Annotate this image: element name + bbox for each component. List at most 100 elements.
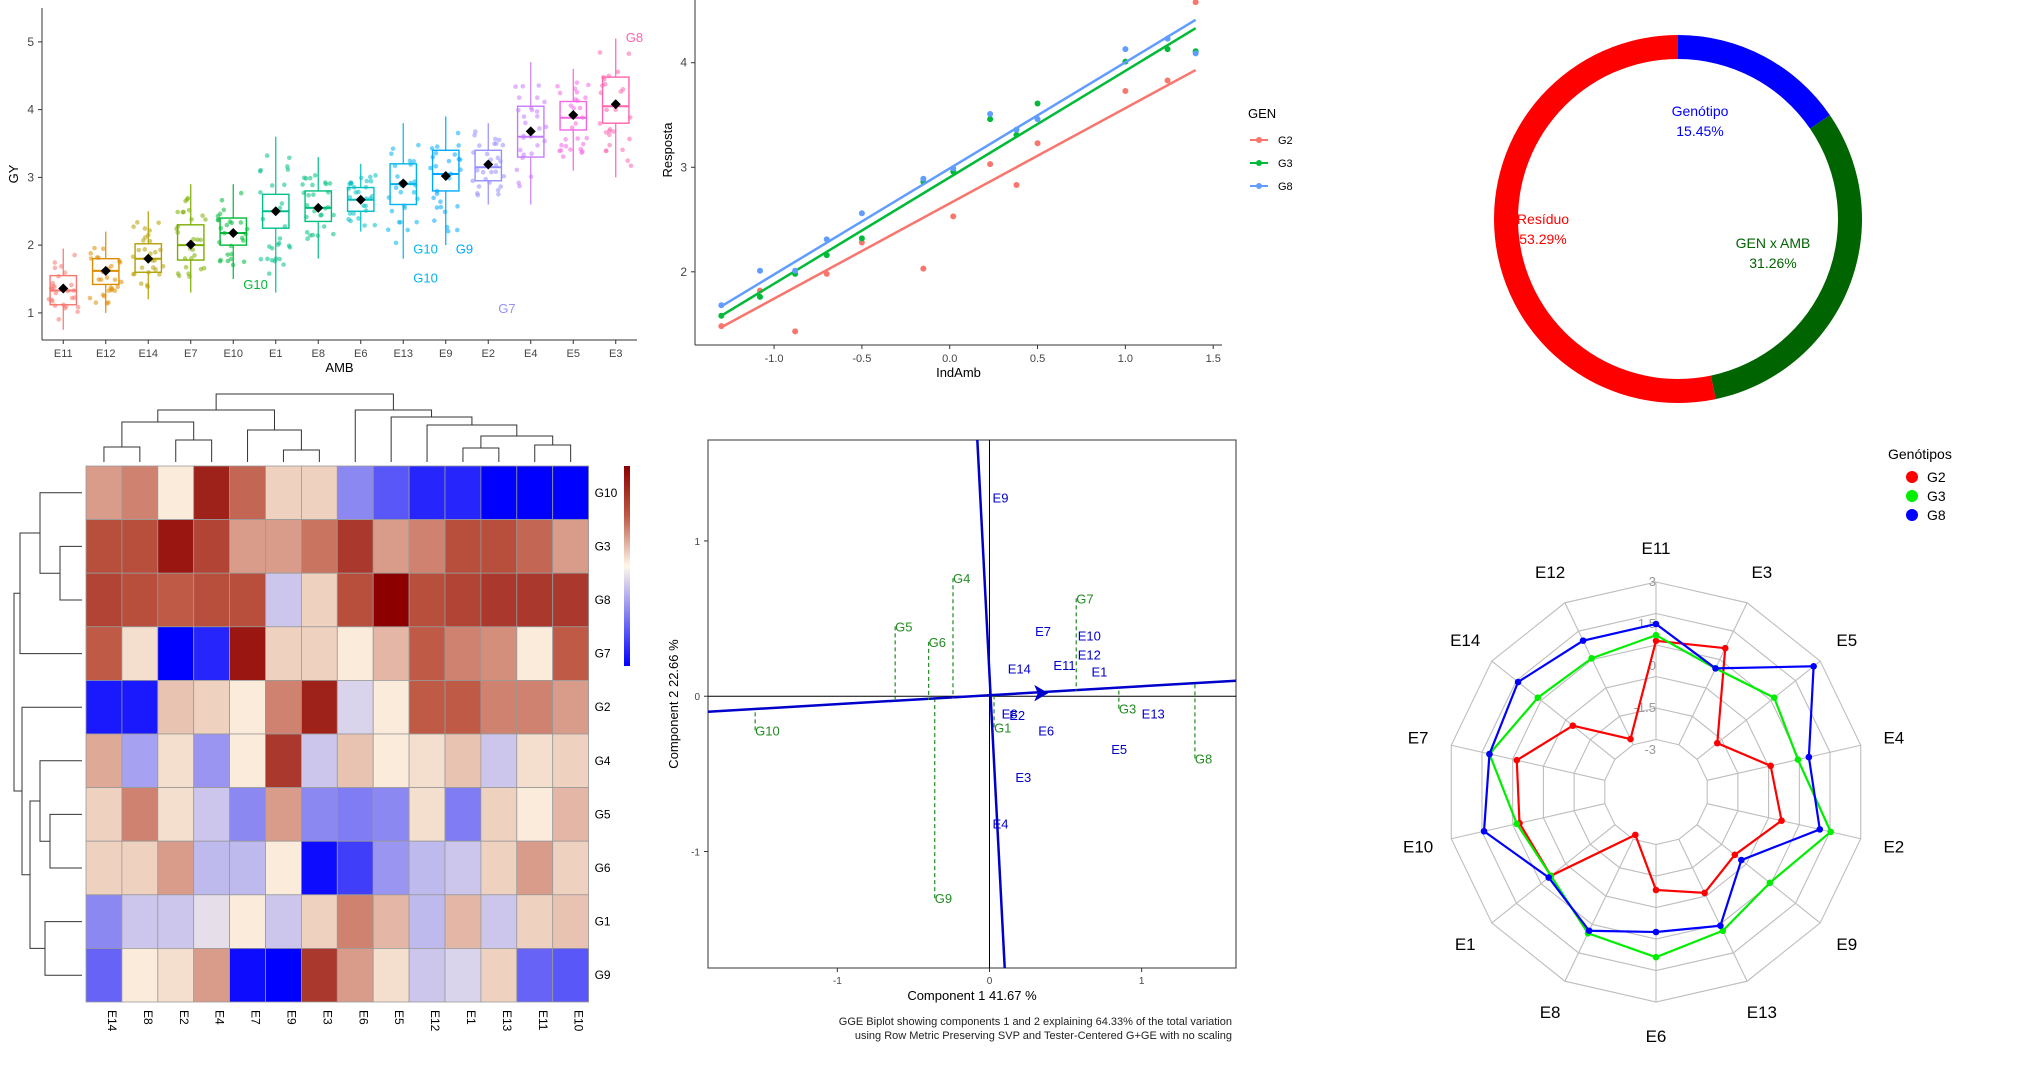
radar-point-G3: [1770, 694, 1778, 702]
radar-axis-label: E1: [1455, 935, 1476, 954]
jitter-point: [56, 317, 62, 322]
genotype-label: G7: [1076, 591, 1093, 606]
gge-caption-line-2: using Row Metric Preserving SVP and Test…: [854, 1030, 1232, 1042]
radar-point-G3: [1766, 879, 1774, 887]
environment-label: E2: [1009, 708, 1025, 723]
radar-point-G2: [1731, 851, 1739, 859]
jitter-point: [153, 267, 158, 272]
data-point-G8: [987, 110, 994, 117]
jitter-point: [477, 143, 482, 148]
jitter-point: [620, 147, 625, 153]
radar-spoke: [1678, 839, 1748, 982]
heatmap-cell: [193, 626, 230, 681]
jitter-point: [276, 240, 282, 246]
jitter-point: [557, 148, 562, 154]
heatmap-cell: [300, 948, 338, 1003]
radar-point-G8: [1514, 678, 1522, 686]
row-label: G5: [595, 807, 611, 821]
radar-point-G8: [1652, 928, 1660, 936]
y-tick-label: -1: [691, 848, 700, 859]
heatmap-cell: [336, 680, 374, 735]
environment-label: E12: [1078, 647, 1101, 662]
heatmap-cell: [193, 948, 230, 1003]
jitter-point: [456, 143, 461, 148]
jitter-point: [203, 217, 208, 222]
jitter-point: [238, 190, 244, 196]
jitter-point: [142, 226, 148, 231]
environment-label: E3: [1015, 770, 1031, 785]
jitter-point: [613, 107, 618, 113]
radar-legend-key: [1906, 490, 1918, 502]
radar-point-G8: [1816, 826, 1824, 833]
box: [559, 100, 588, 131]
data-point-G8: [823, 236, 830, 243]
jitter-point: [228, 256, 234, 262]
data-point-G8: [1034, 116, 1041, 123]
jitter-point: [356, 216, 361, 221]
jitter-point: [473, 129, 478, 134]
heatmap-cell: [480, 572, 518, 628]
jitter-point: [239, 235, 245, 241]
radar-point-G8: [1738, 856, 1745, 864]
heatmap-cell: [229, 733, 266, 788]
heatmap-cell: [408, 465, 446, 520]
radar-axis-label: E6: [1646, 1027, 1667, 1046]
legend-key-dot: [1256, 183, 1262, 189]
data-point-G8: [950, 165, 957, 172]
heatmap-cell: [265, 626, 302, 681]
jitter-point: [396, 220, 402, 225]
heatmap-cell: [372, 626, 410, 681]
heatmap-cell: [336, 572, 374, 628]
jitter-point: [416, 142, 421, 148]
mean-marker: [313, 202, 324, 213]
outlier-label: G7: [498, 301, 515, 316]
heatmap-cell: [408, 894, 446, 949]
jitter-point: [108, 285, 114, 290]
jitter-point: [597, 50, 603, 55]
jitter-point: [109, 263, 114, 269]
heatmap-cell: [229, 465, 266, 520]
jitter-point: [183, 265, 189, 270]
jitter-point: [475, 192, 481, 198]
jitter-point: [156, 220, 161, 226]
heatmap-cell: [265, 519, 302, 574]
col-dendrogram-branch: [215, 393, 394, 410]
jitter-point: [175, 209, 180, 215]
heatmap-cell: [85, 894, 123, 949]
legend-label: G2: [1278, 135, 1293, 147]
data-point-G2: [823, 270, 830, 277]
slice-value: 15.45%: [1676, 123, 1723, 139]
jitter-point: [438, 204, 444, 210]
jitter-point: [434, 205, 440, 210]
mean-marker: [568, 110, 579, 121]
heatmap-cell: [336, 733, 374, 788]
row-dendrogram-branch: [29, 800, 45, 949]
row-dendrogram-branch: [21, 706, 82, 876]
gge-biplot-panel: -1 0 1 -1 0 1 Component 1 41.67 % Component 2 2…: [666, 439, 1237, 1003]
data-point-G2: [1164, 77, 1171, 84]
slice-label: Genótipo: [1672, 103, 1729, 119]
plot-frame: [707, 439, 1237, 969]
x-tick-label: 1: [1139, 976, 1145, 987]
slice-value: 31.26%: [1749, 255, 1796, 271]
heatmap-cell: [444, 572, 482, 628]
jitter-point: [405, 227, 411, 233]
jitter-point: [52, 265, 58, 271]
y-tick-label: 1: [27, 306, 34, 320]
jitter-point: [428, 165, 433, 171]
jitter-point: [305, 236, 310, 242]
jitter-point: [472, 132, 477, 138]
x-axis-title: Component 1 41.67 %: [907, 988, 1037, 1003]
heatmap-cell: [336, 948, 374, 1003]
col-dendrogram-branch: [426, 424, 518, 462]
jitter-point: [87, 295, 93, 301]
jitter-point: [351, 211, 356, 216]
heatmap-cell: [85, 519, 123, 574]
col-label: E2: [177, 1010, 191, 1025]
x-tick-label: -1: [833, 976, 842, 987]
heatmap-cell: [300, 572, 338, 628]
data-point-G8: [920, 175, 927, 182]
heatmap-cell: [85, 787, 123, 842]
jitter-point: [597, 121, 603, 126]
jitter-point: [72, 252, 77, 258]
